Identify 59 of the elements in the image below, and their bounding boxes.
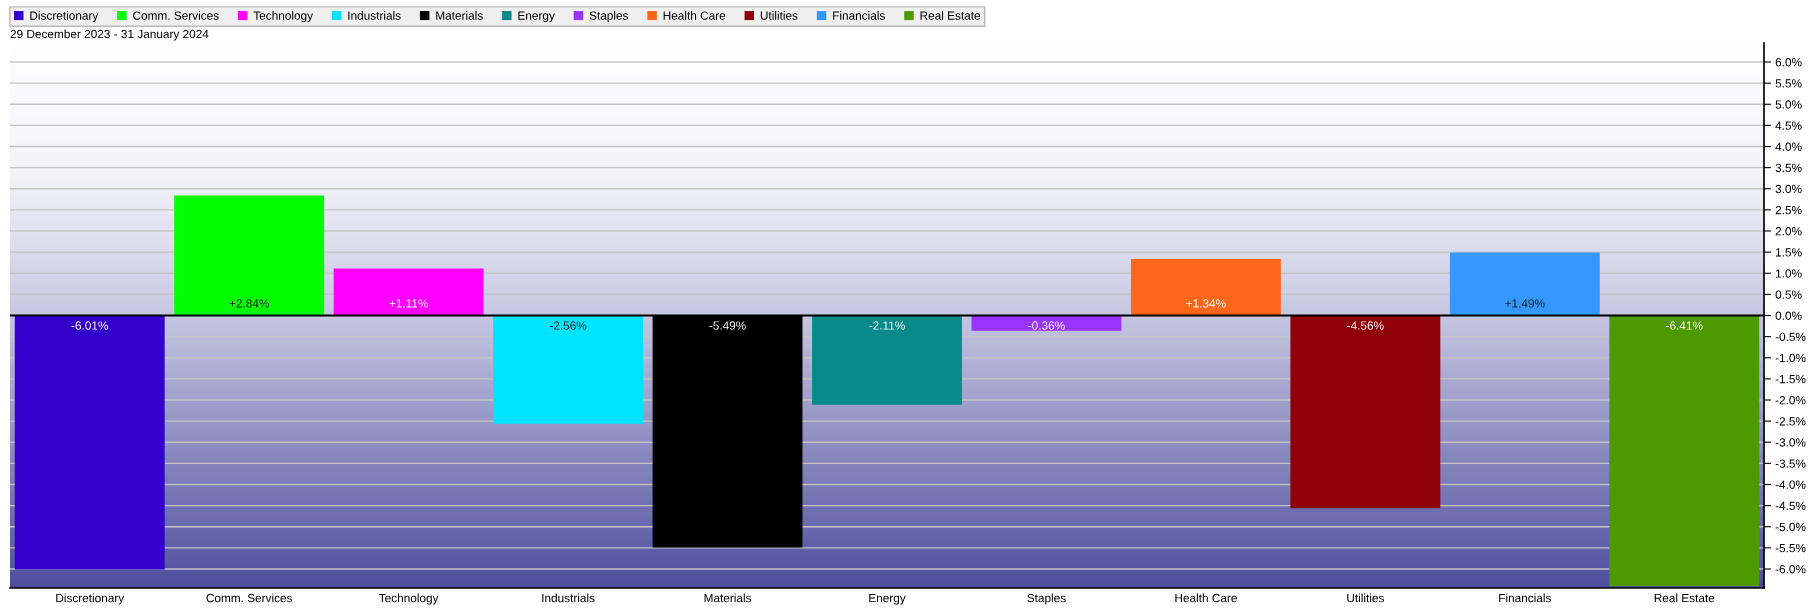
x-tick-label: Energy bbox=[869, 593, 906, 605]
data-label: -0.36% bbox=[1028, 321, 1065, 330]
data-label: +1.34% bbox=[1186, 299, 1226, 308]
data-label: +1.49% bbox=[1505, 299, 1545, 308]
y-tick-label: 1.0% bbox=[1776, 269, 1802, 278]
data-label: -6.01% bbox=[71, 321, 109, 330]
y-tick-label: -2.5% bbox=[1775, 417, 1806, 426]
x-tick-label: Real Estate bbox=[1654, 593, 1715, 603]
y-tick-label: -1.0% bbox=[1775, 353, 1806, 363]
y-tick-label: 1.5% bbox=[1776, 248, 1802, 257]
y-tick-label: -1.5% bbox=[1775, 374, 1806, 384]
data-label: +2.84% bbox=[229, 299, 269, 308]
legend-label: Technology bbox=[253, 11, 314, 23]
y-tick-label: -2.0% bbox=[1775, 396, 1806, 405]
legend-label: Energy bbox=[518, 11, 555, 23]
x-tick-label: Discretionary bbox=[56, 593, 125, 605]
data-label: -4.56% bbox=[1347, 321, 1384, 330]
data-label: -2.11% bbox=[869, 321, 905, 330]
y-tick-label: 5.5% bbox=[1775, 79, 1802, 88]
legend-label: Staples bbox=[589, 11, 629, 23]
y-tick-label: 3.5% bbox=[1775, 163, 1802, 173]
legend-label: Discretionary bbox=[30, 11, 99, 23]
x-tick-label: Utilities bbox=[1347, 593, 1384, 603]
y-tick-label: 6.0% bbox=[1775, 58, 1802, 67]
x-tick-label: Health Care bbox=[1175, 593, 1237, 603]
y-tick-label: -4.0% bbox=[1775, 480, 1806, 489]
legend-label: Industrials bbox=[348, 11, 401, 20]
data-label: -2.56% bbox=[549, 321, 587, 330]
y-tick-label: 2.5% bbox=[1775, 205, 1802, 215]
legend-label: Comm. Services bbox=[133, 11, 219, 20]
legend-label: Financials bbox=[833, 11, 885, 20]
y-tick-label: 2.0% bbox=[1775, 227, 1802, 236]
y-tick-label: 4.5% bbox=[1775, 121, 1802, 130]
legend-label: Materials bbox=[436, 11, 483, 20]
y-tick-label: -5.5% bbox=[1775, 543, 1806, 553]
chart-subtitle: 29 December 2023 - 31 January 2024 bbox=[10, 29, 209, 41]
y-tick-label: 5.0% bbox=[1775, 100, 1802, 109]
y-tick-label: 3.0% bbox=[1775, 184, 1802, 194]
y-tick-label: 0.5% bbox=[1775, 290, 1802, 299]
x-tick-label: Technology bbox=[379, 593, 439, 605]
y-tick-label: -3.5% bbox=[1775, 459, 1806, 468]
x-tick-label: Materials bbox=[704, 593, 752, 603]
x-tick-label: Staples bbox=[1027, 593, 1066, 605]
data-label: -6.41% bbox=[1666, 321, 1703, 330]
data-label: +1.11% bbox=[389, 299, 428, 308]
y-tick-label: -4.5% bbox=[1775, 501, 1806, 511]
x-tick-label: Financials bbox=[1499, 593, 1551, 603]
legend-label: Utilities bbox=[760, 11, 798, 20]
y-tick-label: -6.0% bbox=[1775, 565, 1806, 574]
y-tick-label: 4.0% bbox=[1775, 142, 1802, 151]
x-tick-label: Industrials bbox=[542, 593, 595, 603]
y-tick-label: -0.5% bbox=[1775, 332, 1806, 342]
x-tick-label: Comm. Services bbox=[206, 593, 293, 603]
data-label: -5.49% bbox=[709, 321, 746, 330]
legend-label: Health Care bbox=[663, 11, 726, 20]
y-tick-label: 0.0% bbox=[1775, 311, 1802, 320]
legend-label: Real Estate bbox=[920, 11, 981, 20]
y-tick-label: -3.0% bbox=[1775, 438, 1806, 447]
y-tick-label: -5.0% bbox=[1775, 522, 1806, 532]
